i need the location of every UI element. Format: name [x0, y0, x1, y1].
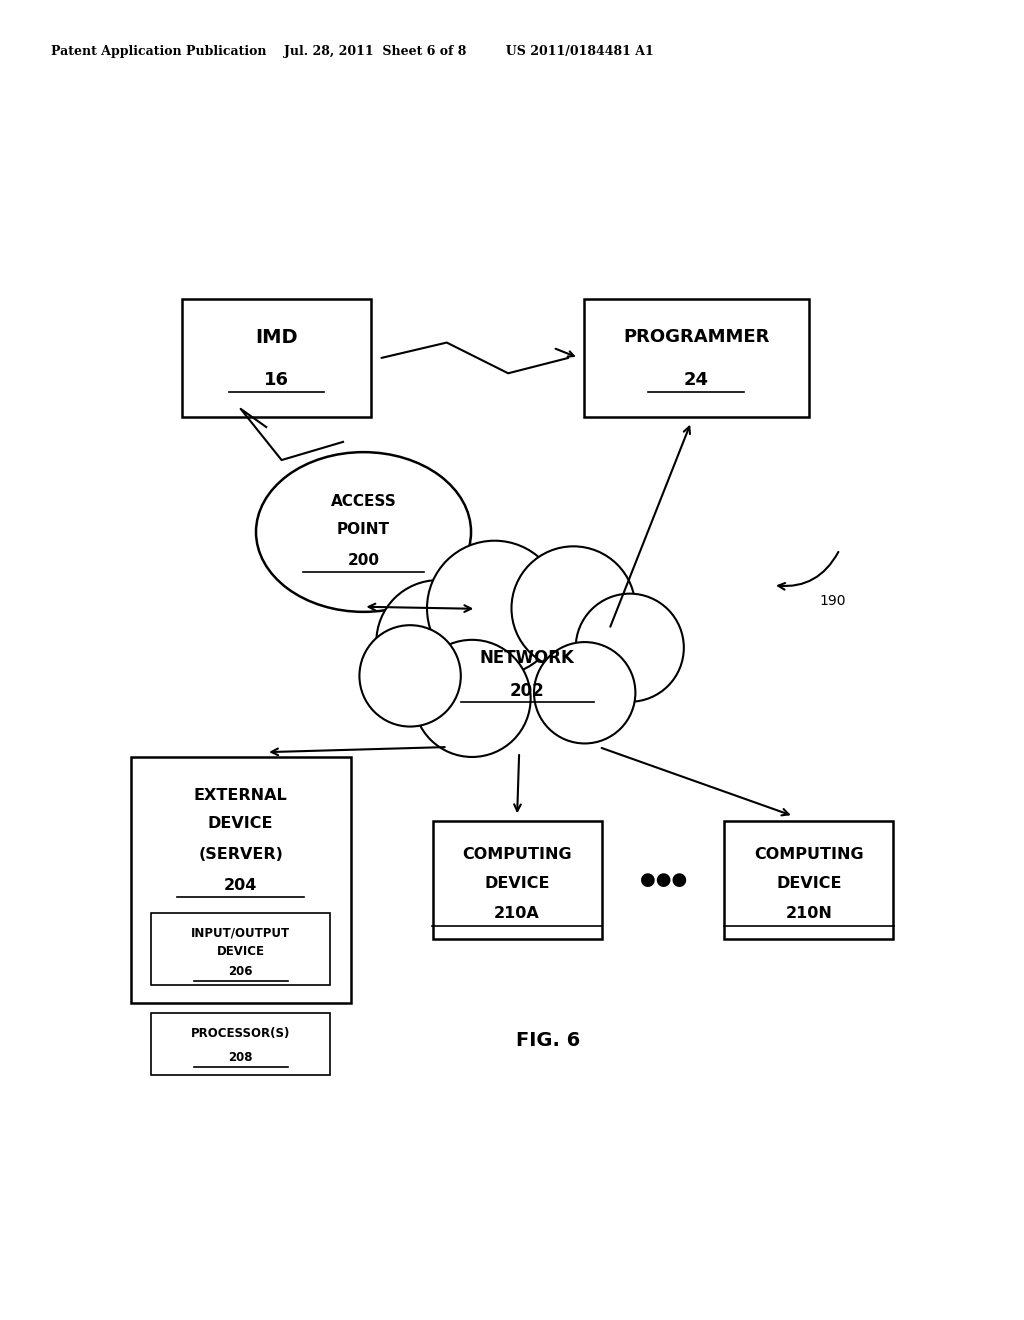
Text: COMPUTING: COMPUTING	[462, 847, 572, 862]
Text: DEVICE: DEVICE	[776, 875, 842, 891]
Bar	[432, 821, 602, 939]
Bar	[152, 913, 330, 985]
Text: ACCESS: ACCESS	[331, 494, 396, 508]
Text: POINT: POINT	[337, 523, 390, 537]
Text: IMD: IMD	[255, 327, 298, 347]
Text: 200: 200	[347, 553, 380, 568]
Text: FIG. 6: FIG. 6	[516, 1031, 580, 1051]
Bar	[131, 758, 350, 1003]
Bar	[584, 300, 809, 417]
Circle shape	[414, 640, 530, 756]
Circle shape	[427, 541, 562, 676]
Text: EXTERNAL: EXTERNAL	[194, 788, 288, 803]
Circle shape	[512, 546, 635, 671]
Ellipse shape	[256, 453, 471, 612]
Text: DEVICE: DEVICE	[208, 816, 273, 832]
Text: 190: 190	[819, 594, 846, 607]
Text: COMPUTING: COMPUTING	[754, 847, 864, 862]
Text: DEVICE: DEVICE	[484, 875, 550, 891]
Circle shape	[377, 579, 500, 704]
Text: 16: 16	[264, 371, 289, 389]
Text: Patent Application Publication    Jul. 28, 2011  Sheet 6 of 8         US 2011/01: Patent Application Publication Jul. 28, …	[51, 45, 654, 58]
Text: PROCESSOR(S): PROCESSOR(S)	[190, 1027, 291, 1040]
Circle shape	[575, 594, 684, 702]
Text: 206: 206	[228, 965, 253, 978]
Text: 210N: 210N	[785, 907, 833, 921]
Text: (SERVER): (SERVER)	[199, 847, 283, 862]
Text: ●●●: ●●●	[640, 871, 687, 890]
Text: 24: 24	[684, 371, 709, 389]
Text: NETWORK: NETWORK	[480, 649, 574, 667]
Circle shape	[535, 642, 635, 743]
Text: 210A: 210A	[495, 907, 540, 921]
Bar	[182, 300, 372, 417]
Text: DEVICE: DEVICE	[217, 945, 264, 958]
Bar	[152, 1014, 330, 1074]
Text: INPUT/OUTPUT: INPUT/OUTPUT	[191, 927, 290, 940]
Circle shape	[359, 626, 461, 726]
Text: 208: 208	[228, 1051, 253, 1064]
Text: 202: 202	[510, 681, 545, 700]
Bar	[725, 821, 893, 939]
Text: PROGRAMMER: PROGRAMMER	[624, 329, 769, 346]
Text: 204: 204	[224, 878, 257, 892]
